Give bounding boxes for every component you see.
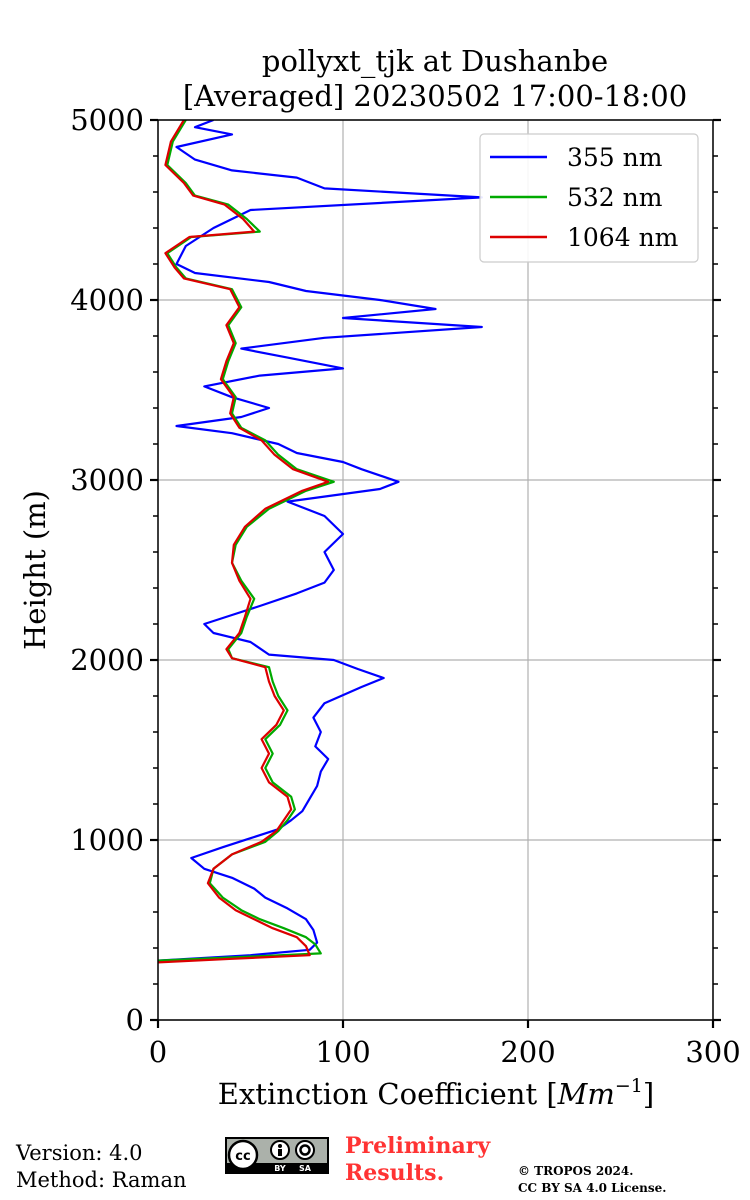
series-line-532-nm xyxy=(158,120,335,962)
x-axis-label-unit: Mm xyxy=(557,1077,615,1111)
x-axis-label: Extinction Coefficient [Mm−1] xyxy=(218,1075,654,1111)
by-icon-body xyxy=(278,1149,282,1156)
by-icon-head xyxy=(278,1144,282,1148)
x-tick-label: 300 xyxy=(685,1035,740,1069)
y-tick-label: 3000 xyxy=(70,463,144,497)
copyright-line1: © TROPOS 2024. xyxy=(518,1164,634,1178)
x-axis-label-close: ] xyxy=(643,1077,654,1111)
series-line-355-nm xyxy=(158,120,483,962)
y-tick-label: 5000 xyxy=(70,103,144,137)
method-label: Method: Raman xyxy=(16,1168,187,1192)
preliminary-label-line1: Preliminary xyxy=(345,1133,491,1159)
sa-icon-arc xyxy=(299,1144,311,1156)
x-axis-label-exp: −1 xyxy=(615,1075,643,1097)
by-label: BY xyxy=(274,1164,286,1173)
legend-label-355-nm: 355 nm xyxy=(567,143,663,172)
cc-license-badge: cc BY SA xyxy=(225,1137,329,1174)
preliminary-label-line2: Results. xyxy=(345,1160,445,1186)
y-axis-label: Height (m) xyxy=(18,490,52,650)
y-tick-label: 4000 xyxy=(70,283,144,317)
legend-box xyxy=(479,133,699,263)
chart-title-line1: pollyxt_tjk at Dushanbe xyxy=(262,44,608,79)
y-tick-label: 0 xyxy=(126,1003,144,1037)
version-label: Version: 4.0 xyxy=(16,1141,143,1165)
sa-icon xyxy=(295,1140,315,1160)
cc-icon xyxy=(227,1139,259,1171)
legend: 355 nm 532 nm 1064 nm xyxy=(479,133,699,263)
x-tick-label: 0 xyxy=(149,1035,167,1069)
series-line-1064-nm xyxy=(158,120,330,964)
series-lines xyxy=(158,120,483,964)
y-tick-label: 2000 xyxy=(70,643,144,677)
y-tick-label: 1000 xyxy=(70,823,144,857)
legend-label-532-nm: 532 nm xyxy=(567,183,663,212)
cc-icon-text: cc xyxy=(235,1149,250,1164)
x-axis-label-text: Extinction Coefficient [ xyxy=(218,1077,558,1111)
x-tick-label: 200 xyxy=(500,1035,555,1069)
copyright-line2: CC BY SA 4.0 License. xyxy=(518,1181,667,1195)
sa-label: SA xyxy=(299,1164,312,1173)
plot-frame xyxy=(157,119,714,1021)
chart-title-line2: [Averaged] 20230502 17:00-18:00 xyxy=(183,79,687,113)
x-tick-label: 100 xyxy=(315,1035,370,1069)
legend-label-1064-nm: 1064 nm xyxy=(567,223,679,252)
